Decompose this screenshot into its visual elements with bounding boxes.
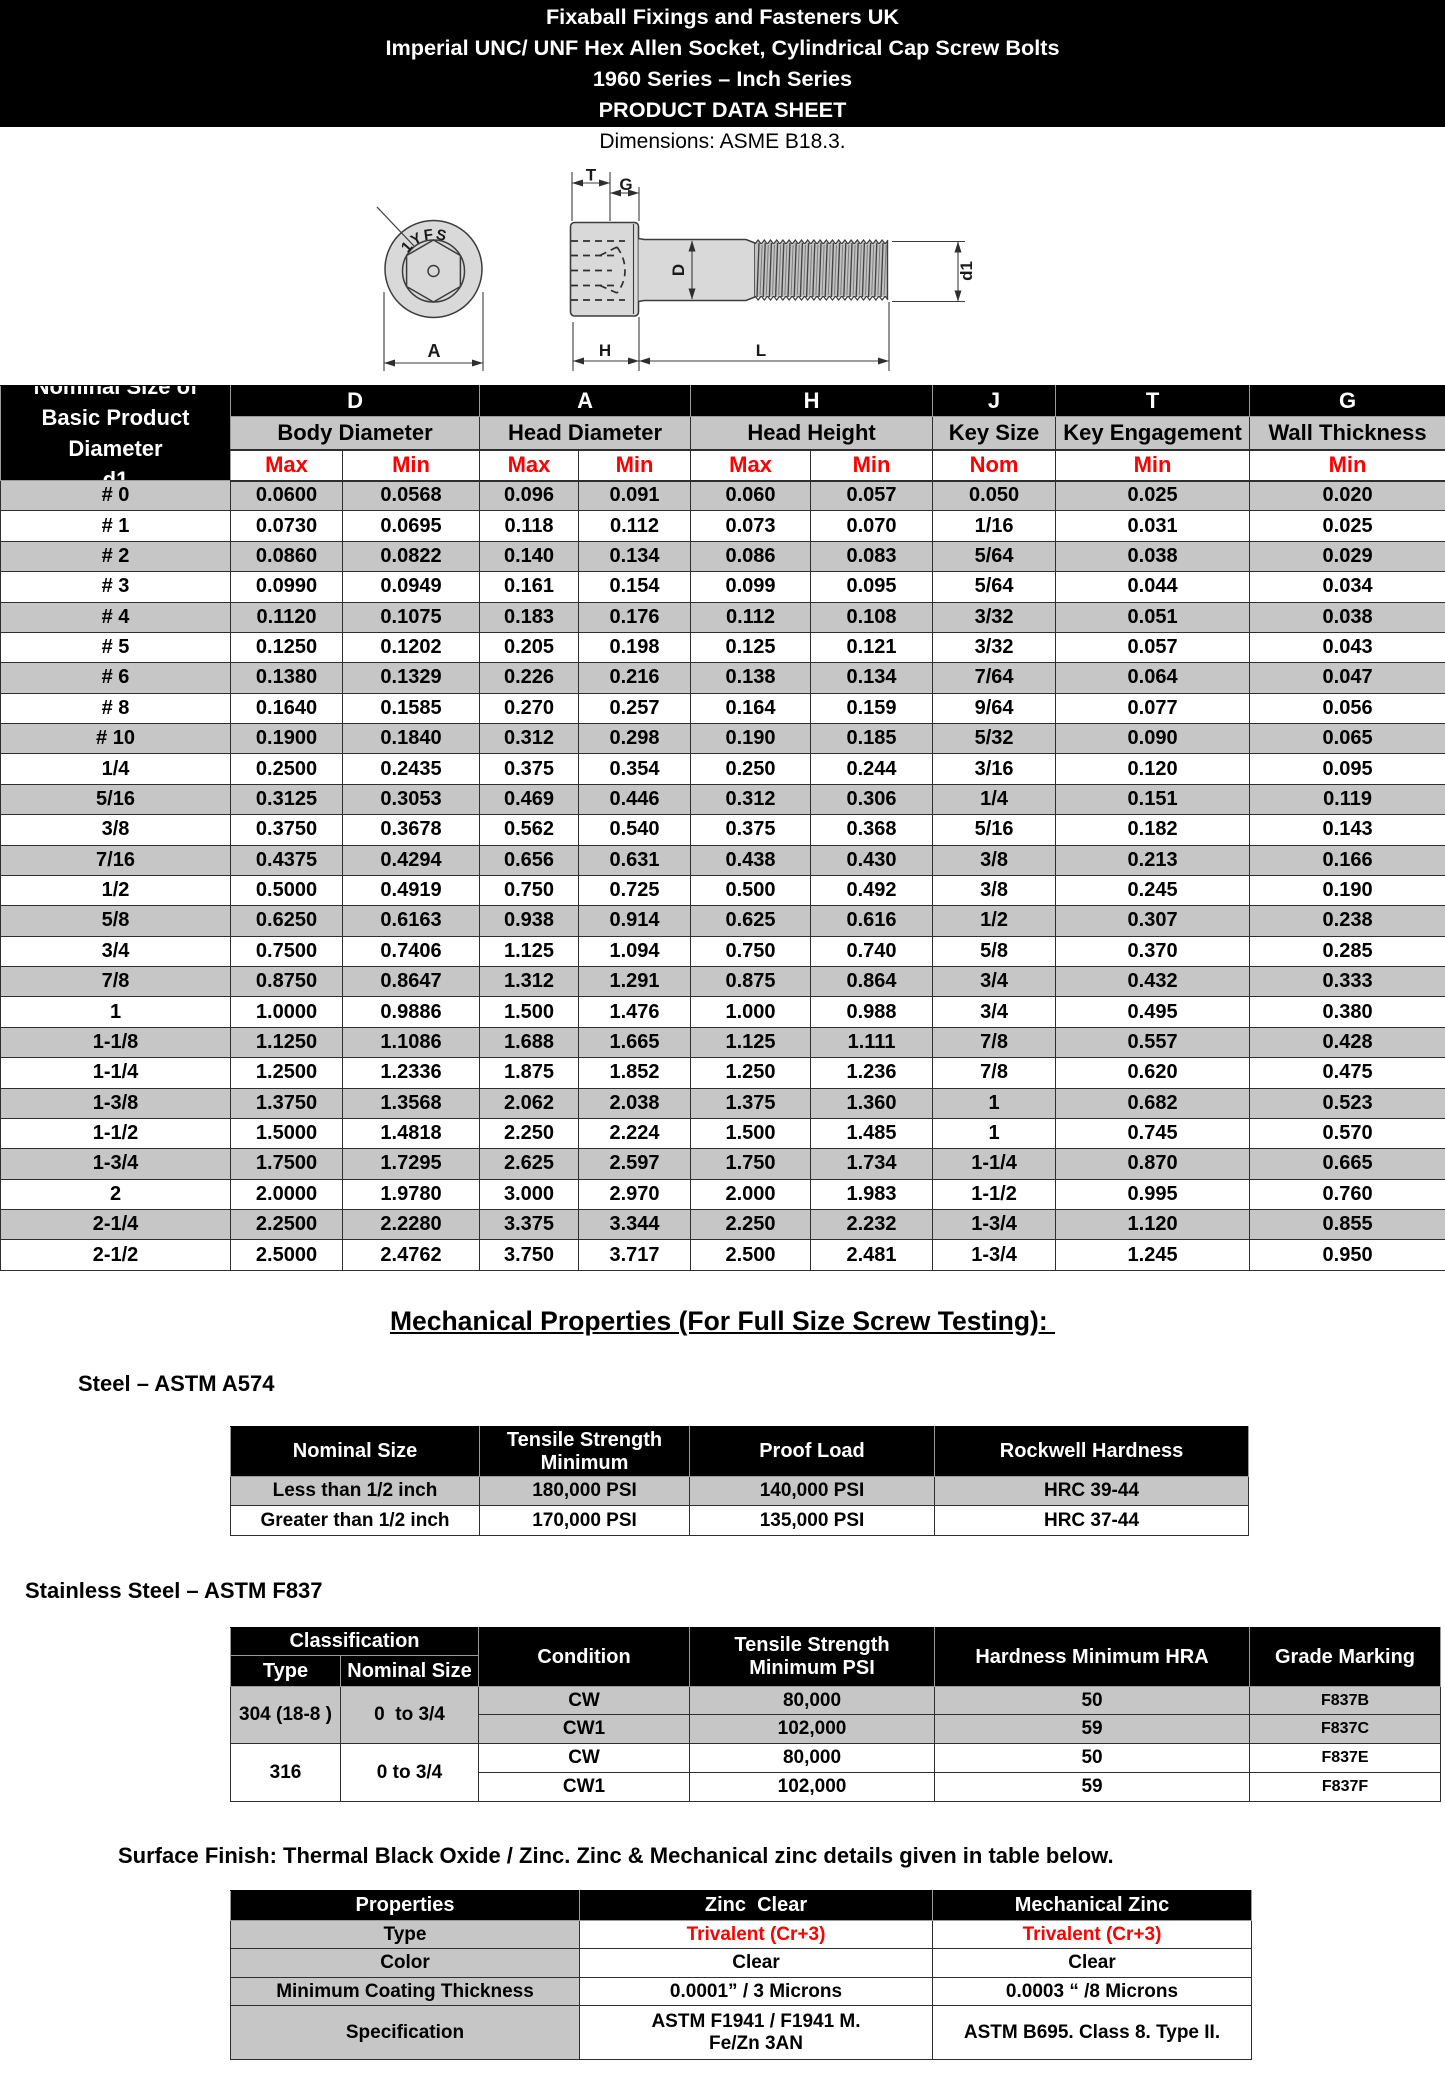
svg-text:T: T	[586, 166, 597, 185]
svg-text:L: L	[756, 341, 766, 360]
svg-text:A: A	[428, 341, 441, 361]
svg-text:D: D	[669, 264, 688, 276]
svg-text:G: G	[619, 175, 632, 194]
svg-text:d1: d1	[957, 261, 976, 281]
svg-text:H: H	[599, 341, 611, 360]
